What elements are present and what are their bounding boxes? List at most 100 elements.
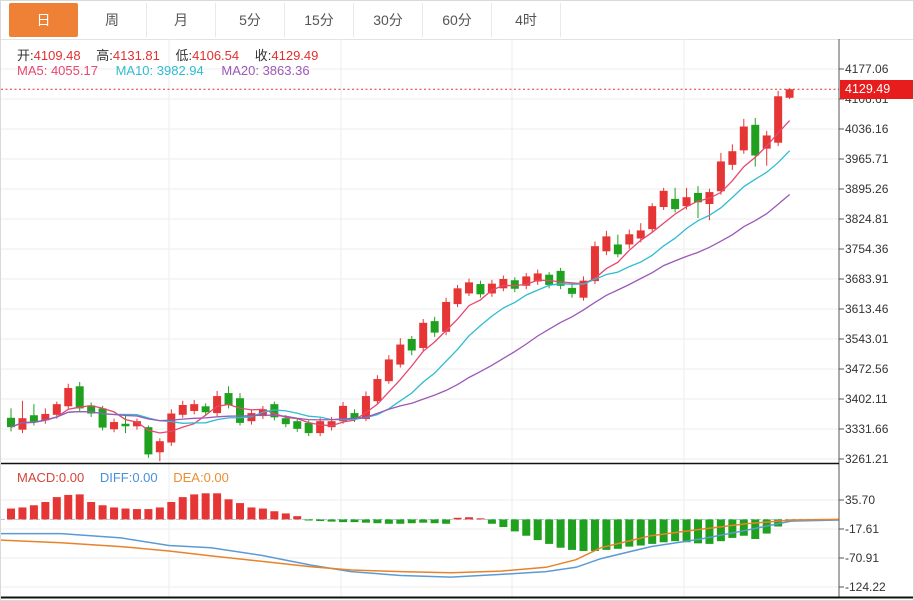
candle-body: [659, 190, 668, 207]
macd-histogram-bar: [636, 519, 645, 546]
candle-body: [64, 387, 73, 407]
macd-histogram-bar: [442, 519, 451, 524]
open-label: 开:: [17, 48, 34, 63]
macd-histogram-bar: [487, 519, 496, 524]
macd-histogram-bar: [339, 519, 348, 523]
candle-body: [762, 135, 771, 149]
macd-histogram-bar: [52, 497, 61, 520]
macd-histogram-bar: [716, 519, 725, 542]
macd-histogram-bar: [373, 519, 382, 524]
candle-body: [304, 422, 313, 434]
macd-histogram-bar: [270, 511, 279, 520]
candle-body: [499, 278, 508, 289]
dea-value-readout: DEA:0.00: [173, 470, 229, 485]
macd-histogram-bar: [671, 519, 680, 542]
macd-histogram-bar: [327, 519, 336, 522]
candle-body: [579, 280, 588, 298]
macd-histogram-bar: [751, 519, 760, 540]
candle-body: [293, 421, 302, 429]
low-value: 4106.54: [192, 48, 240, 63]
ma-readout: MA5: 4055.17 MA10: 3982.94 MA20: 3863.36: [17, 63, 324, 78]
macd-histogram-bar: [384, 519, 393, 524]
candle-body: [224, 393, 233, 406]
macd-histogram-bar: [728, 519, 737, 538]
macd-histogram-bar: [465, 517, 473, 520]
tab-15min[interactable]: 15分: [285, 3, 354, 37]
ma10-readout: MA10: 3982.94: [115, 63, 204, 78]
candle-body: [87, 405, 96, 414]
candle-body: [155, 441, 164, 453]
macd-histogram-bar: [18, 507, 27, 520]
macd-value-readout: MACD:0.00: [17, 470, 85, 485]
macd-histogram-bar: [144, 509, 153, 520]
y-axis-label: 4177.06: [845, 62, 889, 76]
diff-value-readout: DIFF:0.00: [99, 470, 158, 485]
macd-histogram-bar: [178, 497, 187, 520]
macd-histogram-bar: [453, 517, 462, 520]
macd-histogram-bar: [579, 519, 588, 551]
macd-histogram-bar: [201, 493, 210, 520]
candle-body: [785, 89, 794, 98]
tab-week[interactable]: 周: [78, 3, 147, 37]
candle-body: [373, 379, 382, 402]
macd-histogram-bar: [98, 505, 107, 520]
macd-histogram-bar: [739, 519, 748, 536]
candle-body: [29, 415, 38, 422]
tab-30min[interactable]: 30分: [354, 3, 423, 37]
macd-histogram-bar: [476, 518, 485, 520]
y-axis-label: 35.70: [845, 493, 876, 507]
macd-histogram-bar: [132, 509, 141, 520]
macd-histogram-bar: [522, 519, 531, 536]
macd-histogram-bar: [281, 513, 290, 520]
macd-histogram-bar: [7, 508, 15, 520]
timeframe-tabbar: 日周月 5分 15分 30分 60分 4时: [1, 1, 913, 40]
macd-histogram-bar: [545, 519, 554, 544]
low-label: 低:: [175, 48, 193, 63]
diff-line: [1, 519, 840, 578]
candle-body: [568, 287, 577, 294]
candle-body: [167, 413, 176, 443]
candle-body: [751, 124, 760, 156]
candle-body: [7, 417, 15, 428]
y-axis-label: 3965.71: [845, 152, 889, 166]
candle-body: [774, 96, 783, 143]
candle-body: [18, 418, 27, 430]
candle-body: [178, 405, 187, 415]
close-value: 4129.49: [271, 48, 319, 63]
candle-body: [728, 151, 737, 165]
macd-histogram-bar: [155, 507, 164, 520]
candle-body: [682, 197, 691, 207]
macd-histogram-bar: [87, 502, 96, 520]
ma5-line: [10, 120, 791, 434]
macd-histogram-bar: [648, 519, 657, 544]
y-axis-label: 3683.91: [845, 272, 889, 286]
tab-5min[interactable]: 5分: [216, 3, 285, 37]
candle-body: [144, 427, 153, 455]
macd-histogram-bar: [499, 519, 508, 528]
y-axis-label: 3472.56: [845, 362, 889, 376]
ma5-readout: MA5: 4055.17: [17, 63, 98, 78]
candle-body: [590, 246, 599, 282]
y-axis-label: 3824.81: [845, 212, 889, 226]
macd-histogram-bar: [167, 502, 176, 520]
candle-body: [281, 418, 290, 425]
macd-histogram-bar: [316, 519, 325, 522]
macd-histogram-bar: [659, 519, 668, 543]
tab-60min[interactable]: 60分: [423, 3, 492, 37]
macd-histogram-bar: [190, 494, 199, 520]
macd-histogram-bar: [121, 508, 130, 520]
macd-histogram-bar: [258, 508, 267, 520]
candle-body: [556, 270, 565, 286]
candle-body: [327, 421, 336, 428]
tab-month[interactable]: 月: [147, 3, 216, 37]
tab-4hour[interactable]: 4时: [492, 3, 561, 37]
macd-histogram-bar: [705, 519, 714, 544]
tab-day[interactable]: 日: [9, 3, 78, 37]
candle-body: [476, 284, 485, 295]
macd-histogram-bar: [75, 494, 84, 520]
candle-body: [52, 404, 61, 415]
candle-body: [41, 413, 50, 421]
macd-histogram-bar: [213, 493, 222, 520]
